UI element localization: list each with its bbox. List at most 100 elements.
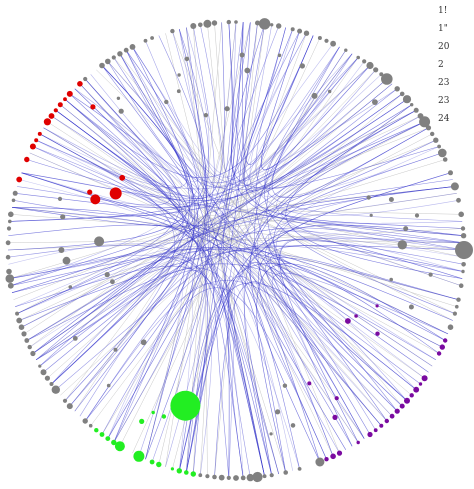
network-node (277, 53, 282, 58)
network-node-red (109, 187, 122, 200)
network-node (255, 20, 260, 26)
network-node (317, 36, 322, 40)
network-node-red (34, 138, 39, 143)
network-node (7, 282, 14, 289)
network-node-purple (367, 431, 373, 438)
edge-line (239, 209, 462, 215)
edge-curve (15, 265, 265, 477)
network-node (164, 99, 169, 105)
edge-curve (101, 65, 209, 460)
edge-line (23, 214, 206, 335)
network-node (5, 254, 11, 260)
network-node (455, 241, 473, 259)
edge-curve (55, 22, 225, 199)
edge-line (229, 228, 464, 241)
edge-curve (69, 46, 340, 183)
edge-curve (29, 21, 237, 205)
network-node-red (119, 174, 126, 181)
network-node (190, 23, 197, 29)
edge-line (74, 214, 206, 412)
edge-curve (16, 248, 300, 469)
network-node (458, 283, 464, 289)
legend-item: 1" (438, 24, 448, 34)
edge-curve (257, 110, 417, 463)
network-node (402, 95, 412, 104)
edge-curve (43, 227, 465, 373)
network-node (252, 471, 263, 483)
edge-curve (264, 57, 463, 222)
network-node (275, 409, 281, 415)
network-node (40, 369, 47, 376)
network-node (62, 256, 71, 265)
legend-item: 1! (438, 6, 448, 16)
edge-line (47, 121, 231, 241)
edge-curve (84, 280, 398, 422)
network-node (58, 247, 65, 253)
edge-curve (8, 243, 244, 478)
network-node-red (90, 104, 96, 110)
network-node (5, 274, 15, 283)
network-node (205, 474, 210, 479)
network-node-purple (375, 304, 379, 308)
network-node (428, 272, 433, 277)
edge-line (239, 209, 456, 314)
network-node-purple (443, 338, 448, 343)
network-node (290, 423, 296, 428)
network-node-purple (413, 386, 420, 393)
edge-line (47, 229, 215, 379)
network-node (203, 19, 212, 28)
network-node (212, 474, 217, 480)
edge-line (186, 27, 206, 216)
edge-curve (36, 269, 206, 463)
edge-curve (244, 33, 443, 198)
edge-curve (132, 46, 382, 182)
network-node (356, 55, 361, 60)
network-node (246, 473, 254, 482)
legend-item: 23 (438, 96, 450, 106)
edge-line (229, 93, 403, 241)
network-node (143, 38, 148, 43)
edge-line (239, 209, 453, 321)
network-node (12, 190, 18, 196)
network-node (315, 457, 325, 467)
network-node (344, 48, 348, 52)
edge-line (213, 229, 465, 251)
network-node-purple (334, 396, 339, 401)
edge-curve (179, 263, 440, 471)
legend: 1! 1" 20 2 23 23 24 (436, 6, 474, 136)
edge-curve (8, 224, 286, 473)
edge-curve (276, 121, 462, 286)
network-node (450, 182, 459, 191)
network-node (408, 304, 414, 310)
edge-curve (79, 245, 464, 417)
network-node (362, 59, 367, 64)
network-node (233, 475, 239, 481)
network-node (330, 40, 336, 47)
edge-curve (74, 46, 200, 412)
edge-line (239, 209, 403, 407)
edge-line (239, 37, 321, 211)
legend-item: 23 (438, 78, 450, 88)
network-node (262, 474, 267, 479)
network-node (430, 131, 435, 137)
edge-line (204, 22, 222, 216)
network-node (62, 398, 68, 403)
edge-curve (10, 27, 210, 286)
network-node (373, 67, 379, 73)
network-node-green (184, 470, 189, 475)
network-node-red (48, 113, 55, 119)
edge-curve (245, 43, 425, 379)
edge-curve (125, 50, 403, 407)
edge-curve (39, 65, 371, 200)
network-node (399, 91, 405, 97)
network-node-green (156, 461, 162, 468)
edge-line (204, 214, 359, 443)
network-node (455, 304, 459, 309)
network-node (44, 375, 51, 381)
edge-line (19, 229, 215, 321)
edge-curve (21, 172, 190, 385)
edge-curve (36, 139, 185, 460)
edge-line (8, 239, 231, 244)
network-node (379, 72, 384, 77)
